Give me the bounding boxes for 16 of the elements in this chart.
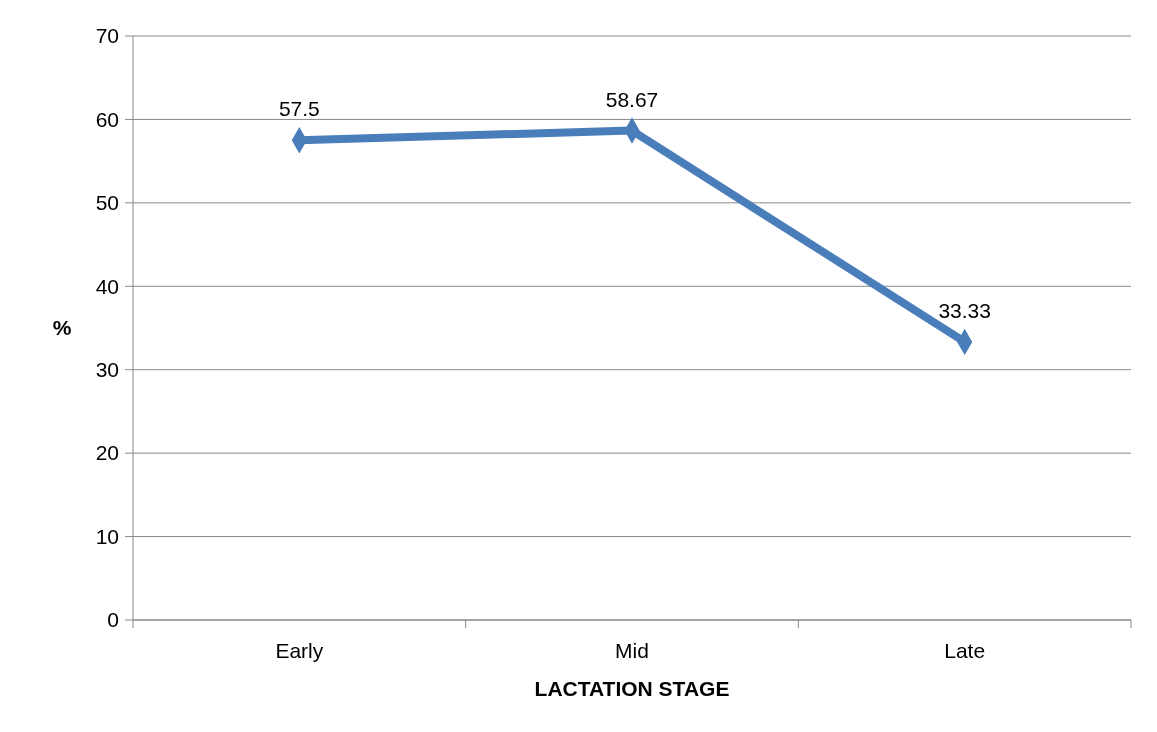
y-tick-label: 40 bbox=[95, 274, 119, 298]
x-tick-label: Early bbox=[275, 639, 324, 662]
data-label: 58.67 bbox=[605, 87, 659, 111]
x-tick-label: Mid bbox=[615, 639, 649, 662]
y-tick-label: 70 bbox=[95, 24, 119, 48]
y-tick-label: 50 bbox=[95, 191, 119, 215]
y-tick-label: 60 bbox=[95, 107, 119, 131]
y-tick-label: 10 bbox=[95, 524, 119, 548]
data-label: 33.33 bbox=[938, 298, 991, 322]
x-axis-title: LACTATION STAGE bbox=[534, 677, 730, 700]
data-label: 57.5 bbox=[278, 97, 320, 121]
y-tick-label: 30 bbox=[95, 358, 119, 382]
y-tick-label: 0 bbox=[107, 608, 119, 632]
x-tick-label: Late bbox=[944, 639, 986, 662]
y-axis-title: % bbox=[52, 316, 72, 340]
y-tick-label: 20 bbox=[95, 441, 119, 465]
